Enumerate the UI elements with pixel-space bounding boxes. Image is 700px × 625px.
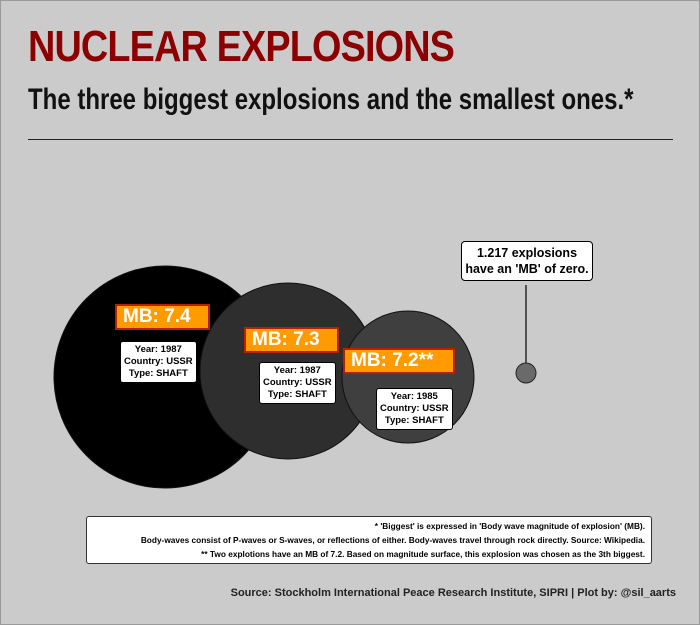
info-year: Year: 1985 [390, 391, 438, 402]
footnote-2: Body-waves consist of P-waves or S-waves… [140, 535, 645, 545]
mb-label-7-3: MB: 7.3 [244, 327, 339, 353]
info-country: Country: USSR [380, 403, 449, 414]
callout-line-2: have an 'MB' of zero. [465, 262, 589, 276]
info-type: Type: SHAFT [384, 415, 444, 426]
info-box-7-3: Year: 1987 Country: USSR Type: SHAFT [259, 362, 336, 404]
mb-label-7-4: MB: 7.4 [115, 304, 210, 330]
chart-title: NUCLEAR EXPLOSIONS [28, 22, 455, 71]
zero-mb-callout: 1.217 explosions have an 'MB' of zero. [461, 241, 593, 281]
info-type: Type: SHAFT [128, 368, 188, 379]
chart-subtitle: The three biggest explosions and the sma… [28, 83, 634, 116]
footnote-1: * 'Biggest' is expressed in 'Body wave m… [374, 521, 645, 531]
info-type: Type: SHAFT [267, 389, 327, 400]
info-box-7-4: Year: 1987 Country: USSR Type: SHAFT [120, 341, 197, 383]
info-country: Country: USSR [124, 356, 193, 367]
info-year: Year: 1987 [273, 365, 321, 376]
info-country: Country: USSR [263, 377, 332, 388]
title-divider [28, 139, 673, 140]
info-box-7-2: Year: 1985 Country: USSR Type: SHAFT [376, 388, 453, 430]
mb-label-7-2: MB: 7.2** [343, 348, 455, 374]
footnotes-box: * 'Biggest' is expressed in 'Body wave m… [86, 516, 652, 564]
footnote-3: ** Two explotions have an MB of 7.2. Bas… [201, 549, 645, 559]
source-credit: Source: Stockholm International Peace Re… [230, 587, 676, 599]
bubble-mb-0 [515, 362, 537, 384]
callout-line-1: 1.217 explosions [476, 246, 578, 260]
info-year: Year: 1987 [134, 344, 182, 355]
